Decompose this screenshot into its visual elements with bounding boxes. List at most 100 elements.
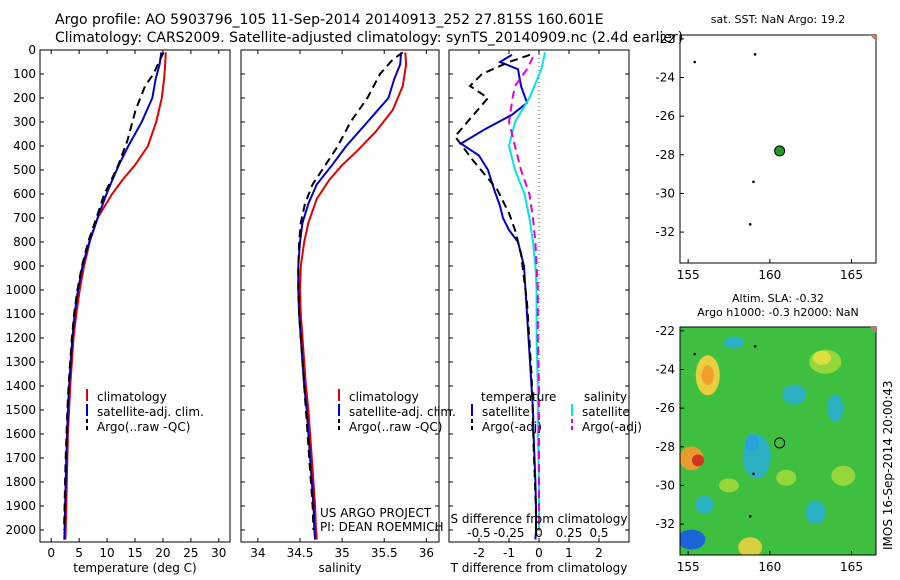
- x-axis-label: T difference from climatology: [450, 561, 628, 575]
- island-dot: [752, 180, 755, 184]
- y-tick-label: -26: [655, 401, 675, 415]
- s-tick-label: -0.25: [493, 526, 524, 540]
- y-tick-label: 400: [13, 139, 36, 153]
- x-tick-label: 34: [250, 546, 265, 560]
- sla-blob: [813, 350, 832, 365]
- x-tick-label: 35: [334, 546, 349, 560]
- y-tick-label: -22: [655, 32, 675, 46]
- x-tick-label: 0: [535, 546, 543, 560]
- sla-blob: [723, 336, 744, 349]
- argo-position-marker: [774, 437, 786, 449]
- y-tick-label: 1300: [5, 355, 36, 369]
- y-tick-label: -24: [655, 71, 675, 85]
- sla-blob: [782, 384, 807, 405]
- y-tick-label: 1800: [5, 475, 36, 489]
- series-line: [459, 53, 537, 540]
- y-tick-label: 1200: [5, 331, 36, 345]
- x-tick-label: 15: [127, 546, 142, 560]
- y-tick-label: 0: [28, 43, 36, 57]
- argo-position-marker: [774, 145, 786, 157]
- y-tick-label: 900: [13, 259, 36, 273]
- series-group: [63, 51, 167, 540]
- sla-blob: [805, 500, 826, 525]
- x-axis-label: temperature (deg C): [73, 561, 196, 575]
- series-line: [63, 51, 165, 531]
- x-tick-label: 165: [840, 268, 863, 282]
- legend-label: Argo(-adj): [582, 420, 642, 434]
- sla-blob: [738, 537, 763, 555]
- island-dot: [752, 472, 755, 476]
- island-dot: [753, 53, 757, 56]
- y-tick-label: 500: [13, 163, 36, 177]
- us-argo-label: US ARGO PROJECT: [320, 506, 432, 520]
- s-tick-label: 0.5: [589, 526, 608, 540]
- y-tick-label: -24: [655, 363, 675, 377]
- header-line-1: Argo profile: AO 5903796_105 11-Sep-2014…: [55, 12, 604, 28]
- y-tick-label: -28: [655, 148, 675, 162]
- island-dot: [748, 223, 752, 226]
- x-tick-label: -2: [473, 546, 485, 560]
- series-line: [453, 53, 537, 530]
- legend-label: satellite: [482, 405, 530, 419]
- legend-label: Argo(..raw -QC): [349, 420, 442, 434]
- sla-field: [680, 327, 876, 555]
- y-tick-label: -22: [655, 324, 675, 338]
- map-title: sat. SST: NaN Argo: 19.2: [711, 13, 845, 26]
- legend-title: temperature: [481, 390, 556, 404]
- y-tick-label: 1100: [5, 307, 36, 321]
- series-group: [297, 51, 408, 540]
- x-tick-label: 36: [419, 546, 434, 560]
- series-line: [507, 56, 540, 530]
- map-frame: [679, 326, 877, 556]
- legend-label: satellite-adj. clim.: [97, 405, 204, 419]
- series-group: [453, 52, 546, 540]
- y-tick-label: 1400: [5, 379, 36, 393]
- x-axis-top-label: S difference from climatology: [451, 512, 628, 526]
- plot-frame: [240, 49, 440, 543]
- y-tick-label: -32: [655, 225, 675, 239]
- x-tick-label: 30: [211, 546, 226, 560]
- legend-label: Argo(-adj): [482, 420, 542, 434]
- sla-blob: [719, 478, 739, 493]
- series-line: [298, 52, 408, 540]
- sla-blob: [776, 469, 797, 486]
- x-tick-label: -1: [503, 546, 515, 560]
- y-tick-label: 100: [13, 67, 36, 81]
- s-tick-label: 0: [535, 526, 543, 540]
- x-tick-label: 160: [758, 560, 781, 574]
- y-tick-label: 2000: [5, 523, 36, 537]
- x-tick-label: 2: [595, 546, 603, 560]
- x-tick-label: 20: [155, 546, 170, 560]
- y-tick-label: 600: [13, 187, 36, 201]
- series-line: [297, 52, 403, 540]
- x-tick-label: 160: [758, 268, 781, 282]
- y-tick-label: 1500: [5, 403, 36, 417]
- x-axis-label: salinity: [318, 561, 361, 575]
- y-tick-label: 1700: [5, 451, 36, 465]
- map-frame: [679, 34, 877, 264]
- x-tick-label: 35.5: [371, 546, 398, 560]
- map-title: Argo h1000: -0.3 h2000: NaN: [697, 306, 859, 319]
- y-tick-label: -32: [655, 517, 675, 531]
- series-line: [297, 51, 404, 531]
- y-tick-label: 200: [13, 91, 36, 105]
- x-tick-label: 34.5: [287, 546, 314, 560]
- plot-frame: [39, 49, 231, 543]
- series-line: [507, 52, 546, 530]
- x-tick-label: 165: [840, 560, 863, 574]
- x-tick-label: 10: [99, 546, 114, 560]
- y-tick-label: 800: [13, 235, 36, 249]
- island-dot: [693, 352, 696, 356]
- y-tick-label: 1000: [5, 283, 36, 297]
- x-tick-label: 0: [47, 546, 55, 560]
- sla-blob: [701, 365, 714, 386]
- y-tick-label: 1600: [5, 427, 36, 441]
- x-tick-label: 1: [565, 546, 573, 560]
- x-tick-label: 5: [75, 546, 83, 560]
- y-tick-label: 700: [13, 211, 36, 225]
- x-tick-label: 155: [677, 560, 700, 574]
- sla-blob: [827, 394, 844, 423]
- x-tick-label: 155: [677, 268, 700, 282]
- series-line: [64, 52, 167, 540]
